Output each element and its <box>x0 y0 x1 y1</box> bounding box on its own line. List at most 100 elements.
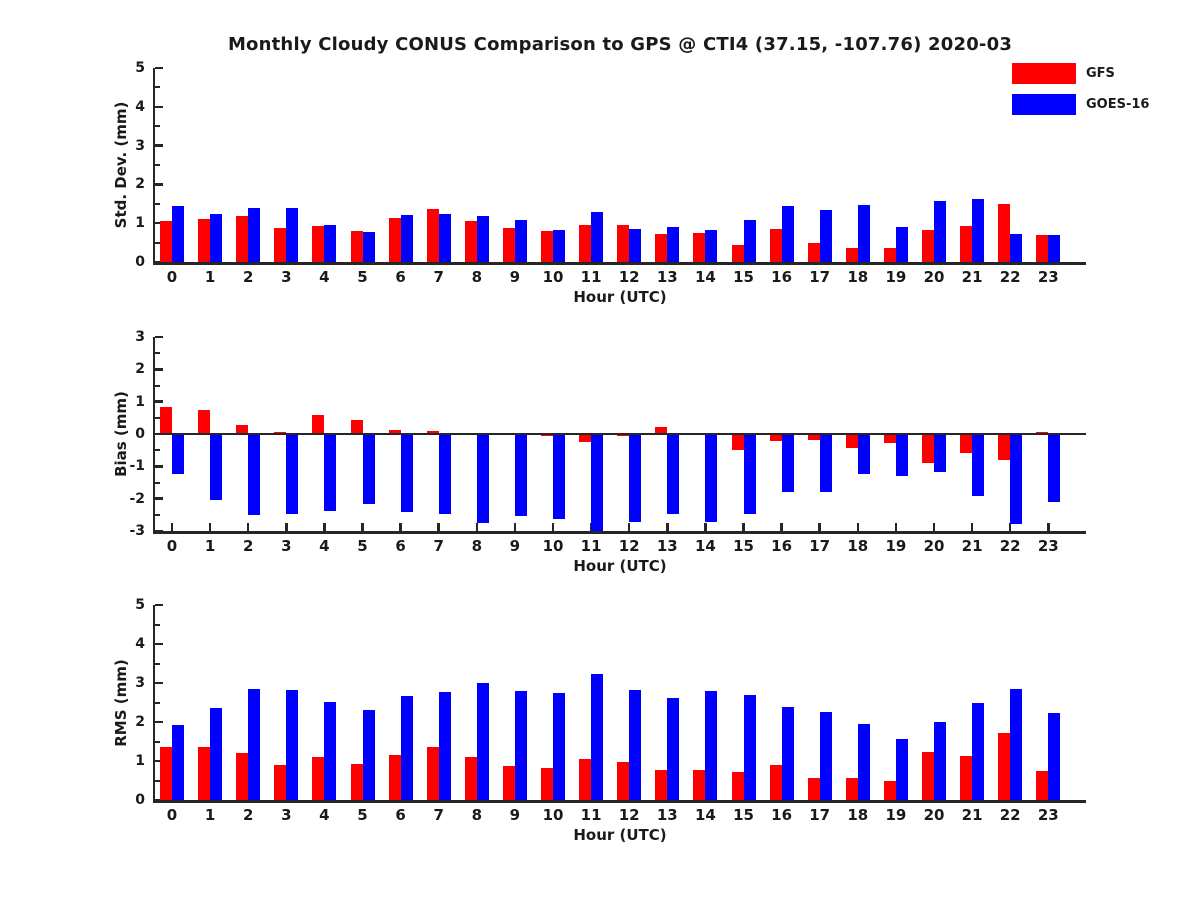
y-tick-std-dev <box>155 144 163 147</box>
bar-gfs-hour-4-rms <box>312 757 325 800</box>
x-tick-label-bias: 14 <box>694 537 716 555</box>
x-tick-label-std-dev: 23 <box>1037 268 1059 286</box>
y-tick-label-std-dev: 2 <box>135 176 145 193</box>
x-tick-bias <box>627 523 631 531</box>
bar-goes-16-hour-12-std-dev <box>629 229 642 262</box>
bar-gfs-hour-1-bias <box>198 409 211 434</box>
bar-goes-16-hour-19-std-dev <box>895 227 908 262</box>
x-tick-label-bias: 21 <box>961 537 983 555</box>
x-tick-label-bias: 2 <box>242 537 254 555</box>
x-tick-label-rms: 20 <box>923 806 945 824</box>
bar-goes-16-hour-10-rms <box>553 692 565 800</box>
bar-gfs-hour-4-bias <box>312 415 325 434</box>
bar-goes-16-hour-0-bias <box>172 434 184 475</box>
x-tick-label-std-dev: 6 <box>395 268 406 286</box>
x-tick-label-std-dev: 19 <box>885 268 907 286</box>
x-tick-bias <box>666 523 669 531</box>
x-tick-label-std-dev: 17 <box>809 268 831 286</box>
legend-label-goes-16: GOES-16 <box>1086 97 1150 112</box>
y-minor-tick-rms <box>155 740 160 743</box>
bar-goes-16-hour-13-bias <box>667 434 680 514</box>
x-tick-bias <box>1008 523 1012 531</box>
bar-goes-16-hour-5-std-dev <box>362 231 375 262</box>
x-tick-label-std-dev: 15 <box>733 268 754 286</box>
y-tick-bias <box>155 368 163 371</box>
bar-goes-16-hour-19-bias <box>895 434 908 477</box>
x-tick-bias <box>742 523 745 531</box>
bar-goes-16-hour-8-std-dev <box>476 216 489 262</box>
y-tick-std-dev <box>155 221 163 225</box>
bar-gfs-hour-15-bias <box>731 434 744 451</box>
zero-line-bias <box>152 432 1086 436</box>
bar-goes-16-hour-18-bias <box>857 434 870 474</box>
bar-gfs-hour-14-rms <box>693 769 706 800</box>
x-tick-bias <box>932 523 936 531</box>
y-tick-label-bias: -3 <box>129 523 145 539</box>
bar-gfs-hour-18-rms <box>845 778 858 800</box>
bar-gfs-hour-17-std-dev <box>807 242 820 262</box>
x-tick-bias <box>285 523 288 531</box>
bar-goes-16-hour-7-rms <box>438 691 451 800</box>
x-tick-bias <box>323 523 326 531</box>
bar-goes-16-hour-3-rms <box>286 689 299 800</box>
y-tick-std-dev <box>155 183 163 186</box>
x-axis-spine-rms <box>152 800 1086 803</box>
y-tick-label-rms: 2 <box>135 714 145 730</box>
bar-gfs-hour-3-rms <box>274 764 287 800</box>
bar-goes-16-hour-7-std-dev <box>438 213 451 262</box>
bar-goes-16-hour-4-std-dev <box>324 224 337 262</box>
bar-gfs-hour-13-std-dev <box>655 234 668 262</box>
bar-gfs-hour-7-std-dev <box>426 209 439 262</box>
bar-goes-16-hour-10-bias <box>553 434 565 519</box>
bar-gfs-hour-19-bias <box>883 434 896 443</box>
x-tick-label-bias: 16 <box>771 537 793 555</box>
y-tick-std-dev <box>155 105 163 109</box>
x-tick-label-rms: 10 <box>542 806 564 824</box>
bar-gfs-hour-18-std-dev <box>845 248 858 262</box>
bar-gfs-hour-5-std-dev <box>350 230 363 262</box>
bar-goes-16-hour-11-rms <box>591 674 604 800</box>
x-tick-label-bias: 0 <box>166 537 178 555</box>
bar-goes-16-hour-22-bias <box>1010 434 1023 524</box>
x-tick-label-bias: 9 <box>509 537 521 555</box>
x-tick-label-std-dev: 20 <box>923 268 945 286</box>
y-axis-label-std-dev: Std. Dev. (mm) <box>112 101 130 229</box>
bar-goes-16-hour-15-std-dev <box>743 220 756 262</box>
y-tick-rms <box>155 798 163 802</box>
x-tick-bias <box>970 523 974 531</box>
bar-gfs-hour-20-rms <box>922 752 934 800</box>
x-tick-label-rms: 19 <box>885 806 907 824</box>
bar-gfs-hour-23-rms <box>1036 771 1049 800</box>
bar-gfs-hour-2-bias <box>236 425 249 434</box>
x-tick-label-rms: 6 <box>395 806 406 824</box>
x-tick-bias <box>1047 523 1050 531</box>
bar-gfs-hour-22-std-dev <box>998 203 1011 262</box>
bar-goes-16-hour-12-rms <box>629 689 642 800</box>
x-tick-bias <box>780 523 783 531</box>
bar-gfs-hour-0-std-dev <box>160 221 172 262</box>
bar-gfs-hour-19-std-dev <box>883 248 896 262</box>
y-tick-bias <box>155 497 163 500</box>
bar-goes-16-hour-17-std-dev <box>819 210 832 262</box>
x-tick-label-std-dev: 11 <box>580 268 602 286</box>
bar-goes-16-hour-14-std-dev <box>705 230 718 262</box>
x-tick-bias <box>551 523 555 531</box>
y-axis-spine-std-dev <box>152 68 155 265</box>
bar-goes-16-hour-13-std-dev <box>667 227 680 262</box>
y-minor-tick-std-dev <box>155 202 160 205</box>
bar-goes-16-hour-17-bias <box>819 434 832 492</box>
y-minor-tick-std-dev <box>155 241 160 244</box>
x-tick-bias <box>856 523 860 531</box>
x-axis-label-std-dev: Hour (UTC) <box>573 288 667 306</box>
bar-gfs-hour-13-bias <box>655 426 668 434</box>
bar-gfs-hour-5-bias <box>350 419 363 434</box>
bar-goes-16-hour-14-bias <box>705 434 718 522</box>
x-tick-label-bias: 22 <box>999 537 1021 555</box>
x-tick-bias <box>399 523 402 531</box>
bar-goes-16-hour-21-rms <box>972 702 985 800</box>
bar-gfs-hour-15-rms <box>731 771 744 800</box>
bar-goes-16-hour-9-bias <box>514 434 527 517</box>
bar-gfs-hour-1-std-dev <box>198 218 211 262</box>
y-tick-rms <box>155 603 163 607</box>
